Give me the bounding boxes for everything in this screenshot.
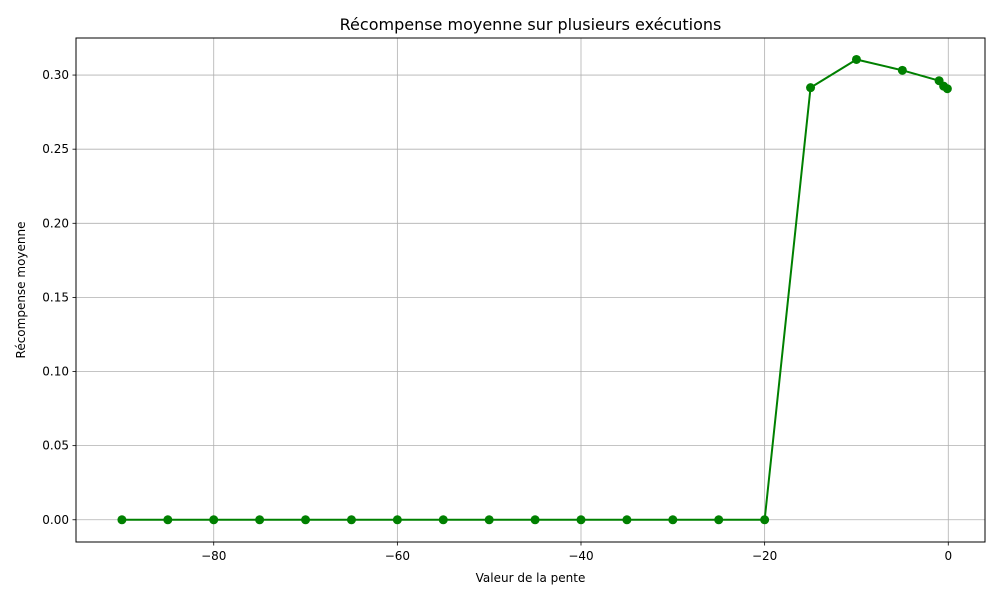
data-point	[668, 515, 678, 525]
data-point	[346, 515, 356, 525]
data-point	[851, 54, 861, 64]
ticks: −80 −60 −40 −20 0 0.00 0.05 0.10 0.15 0.20 0.25 0.3…	[42, 68, 952, 563]
data-point	[806, 83, 816, 93]
x-tick-label: −60	[385, 549, 410, 563]
data-point	[714, 515, 724, 525]
data-point	[760, 515, 770, 525]
data-point	[163, 515, 173, 525]
data-point	[530, 515, 540, 525]
y-tick-label: 0.30	[42, 68, 69, 82]
data-point	[301, 515, 311, 525]
data-point	[897, 65, 907, 75]
series-layer	[117, 54, 952, 525]
x-axis-label: Valeur de la pente	[476, 571, 586, 585]
y-tick-label: 0.20	[42, 216, 69, 230]
data-point	[438, 515, 448, 525]
x-tick-label: −80	[201, 549, 226, 563]
data-point	[392, 515, 402, 525]
data-point	[255, 515, 265, 525]
y-tick-label: 0.15	[42, 290, 69, 304]
x-tick-label: −40	[568, 549, 593, 563]
y-tick-label: 0.05	[42, 439, 69, 453]
y-tick-label: 0.25	[42, 142, 69, 156]
data-point	[117, 515, 127, 525]
plot-frame	[75, 37, 986, 543]
y-tick-label: 0.10	[42, 365, 69, 379]
data-point	[576, 515, 586, 525]
data-point	[209, 515, 219, 525]
y-axis-label: Récompense moyenne	[14, 222, 28, 359]
y-tick-label: 0.00	[42, 513, 69, 527]
chart-title: Récompense moyenne sur plusieurs exécuti…	[340, 15, 722, 34]
x-tick-label: −20	[752, 549, 777, 563]
x-tick-label: 0	[944, 549, 952, 563]
data-point	[622, 515, 632, 525]
data-point	[484, 515, 494, 525]
data-point	[942, 84, 952, 94]
